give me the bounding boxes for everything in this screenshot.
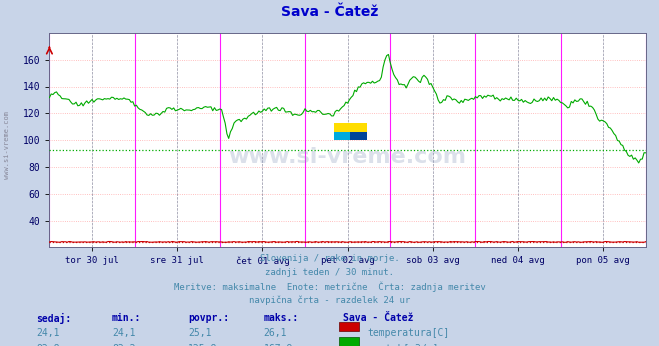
Bar	[334, 123, 366, 140]
Text: povpr.:: povpr.:	[188, 313, 229, 323]
Text: 167,9: 167,9	[264, 344, 293, 346]
Text: 26,1: 26,1	[264, 328, 287, 338]
Text: Sava - Čatež: Sava - Čatež	[343, 313, 413, 323]
Text: 82,2: 82,2	[112, 344, 136, 346]
Text: sedaj:: sedaj:	[36, 313, 71, 324]
Text: min.:: min.:	[112, 313, 142, 323]
Text: www.si-vreme.com: www.si-vreme.com	[3, 111, 10, 179]
Text: navpična črta - razdelek 24 ur: navpična črta - razdelek 24 ur	[249, 296, 410, 305]
Text: Slovenija / reke in morje.: Slovenija / reke in morje.	[260, 254, 399, 263]
Text: 125,8: 125,8	[188, 344, 217, 346]
Text: 92,8: 92,8	[36, 344, 60, 346]
Text: Sava - Čatež: Sava - Čatež	[281, 5, 378, 19]
Bar	[334, 131, 350, 140]
Text: Meritve: maksimalne  Enote: metrične  Črta: zadnja meritev: Meritve: maksimalne Enote: metrične Črta…	[173, 282, 486, 292]
Text: pretok[m3/s]: pretok[m3/s]	[368, 344, 438, 346]
Bar	[350, 131, 366, 140]
Text: temperatura[C]: temperatura[C]	[368, 328, 450, 338]
Text: zadnji teden / 30 minut.: zadnji teden / 30 minut.	[265, 268, 394, 277]
Text: 24,1: 24,1	[36, 328, 60, 338]
Text: 24,1: 24,1	[112, 328, 136, 338]
Text: www.si-vreme.com: www.si-vreme.com	[229, 147, 467, 167]
Text: maks.:: maks.:	[264, 313, 299, 323]
Bar	[334, 123, 366, 131]
Text: 25,1: 25,1	[188, 328, 212, 338]
